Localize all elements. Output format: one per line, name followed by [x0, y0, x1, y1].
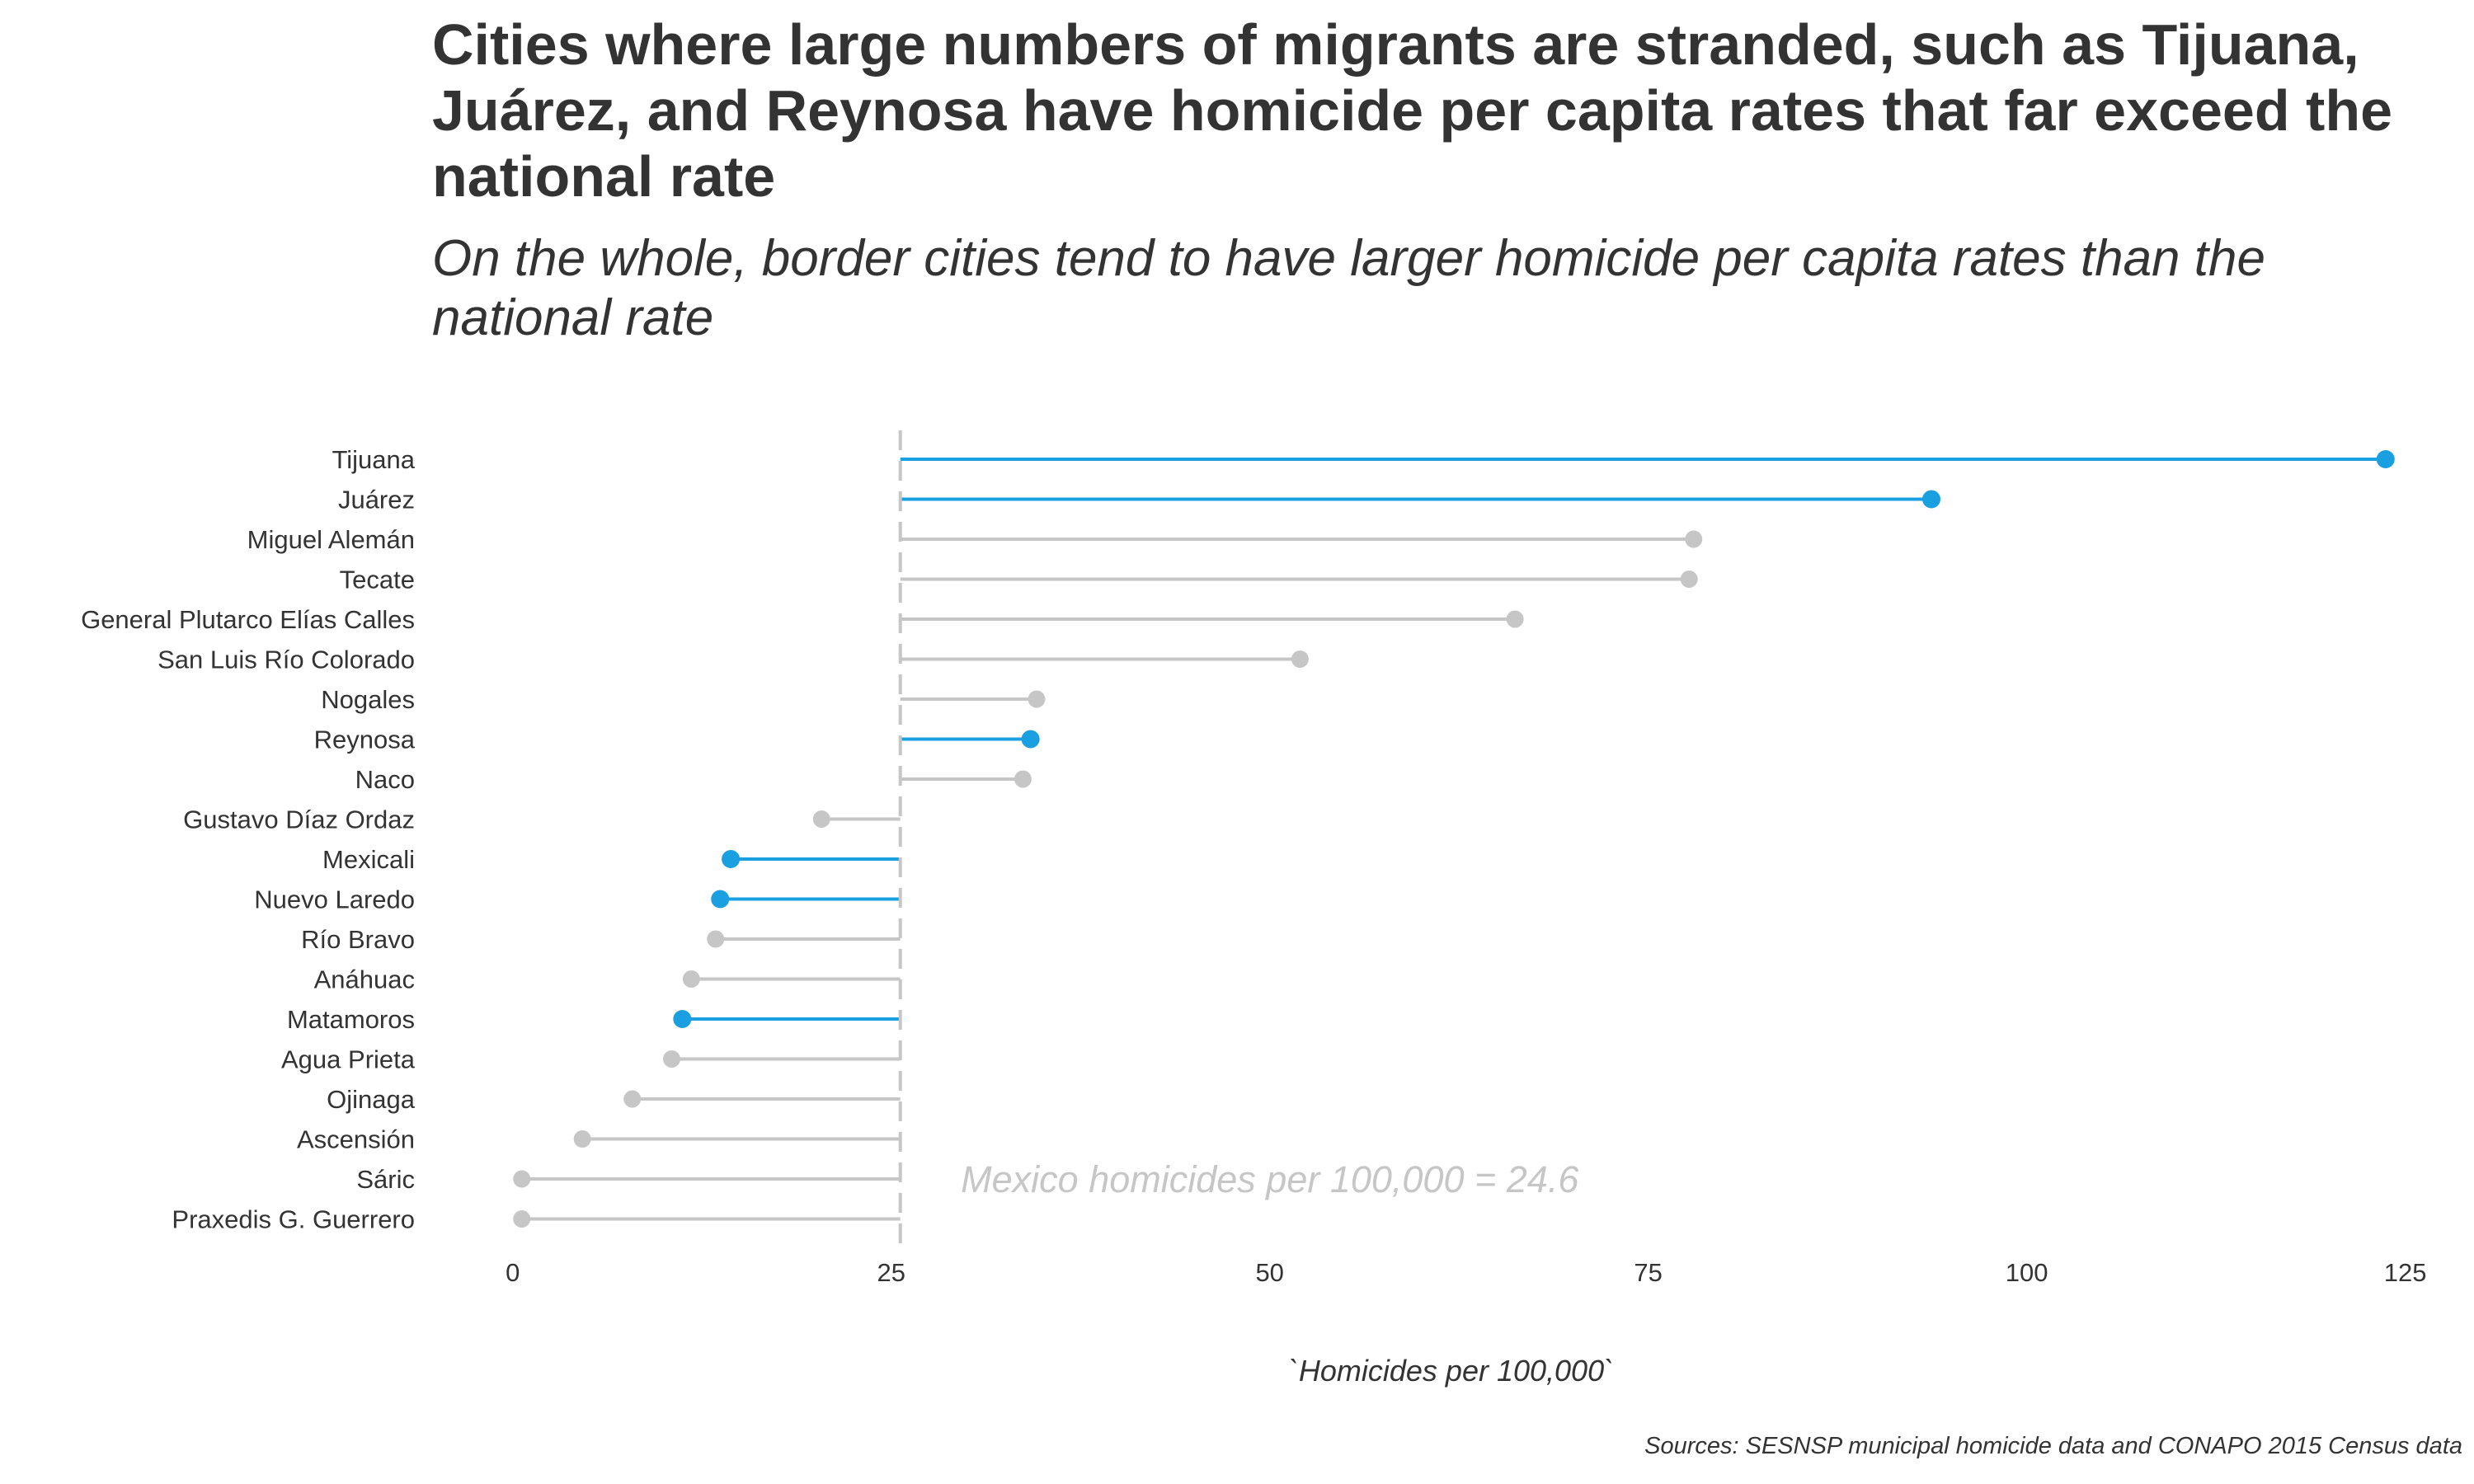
city-label: Matamoros	[287, 1005, 415, 1034]
city-label: Miguel Alemán	[247, 525, 415, 554]
x-tick-label: 125	[2384, 1258, 2427, 1287]
x-axis-ticks: 0 25 50 75 100 125	[506, 1258, 2426, 1287]
city-label: Nuevo Laredo	[254, 885, 415, 914]
data-point	[707, 930, 725, 948]
data-point	[812, 810, 830, 828]
city-label: Juárez	[338, 486, 415, 514]
data-point	[682, 970, 700, 988]
city-label: Río Bravo	[301, 925, 415, 954]
city-label: Reynosa	[314, 726, 416, 754]
city-label: Anáhuac	[314, 965, 415, 994]
y-axis-labels: Tijuana Juárez Miguel Alemán Tecate General …	[81, 445, 416, 1234]
city-label: Tecate	[340, 566, 415, 594]
data-point	[513, 1210, 531, 1228]
data-point	[1021, 730, 1040, 749]
x-axis-label: `Homicides per 100,000`	[1289, 1354, 1614, 1388]
data-point	[2376, 450, 2395, 468]
data-point	[573, 1130, 591, 1148]
city-label: Sáric	[356, 1165, 415, 1194]
data-point	[673, 1010, 692, 1028]
x-tick-label: 50	[1255, 1258, 1283, 1287]
source-caption: Sources: SESNSP municipal homicide data …	[1644, 1433, 2462, 1459]
city-label: San Luis Río Colorado	[158, 646, 415, 674]
chart-title: Cities where large numbers of migrants a…	[432, 12, 2393, 209]
data-point	[1506, 610, 1524, 628]
data-point	[662, 1050, 680, 1068]
dot-group	[513, 450, 2395, 1228]
city-label: Praxedis G. Guerrero	[172, 1205, 415, 1234]
data-point	[722, 850, 741, 868]
city-label: Naco	[355, 765, 415, 794]
city-label: Agua Prieta	[281, 1045, 416, 1074]
city-label: Ojinaga	[327, 1085, 416, 1114]
x-tick-label: 25	[877, 1258, 905, 1287]
data-point	[1680, 571, 1698, 588]
x-tick-label: 100	[2006, 1258, 2048, 1287]
x-tick-label: 75	[1634, 1258, 1662, 1287]
data-point	[1291, 650, 1309, 668]
city-label: General Plutarco Elías Calles	[81, 605, 415, 634]
data-point	[1014, 770, 1032, 788]
x-tick-label: 0	[506, 1258, 520, 1287]
city-label: Nogales	[321, 685, 415, 714]
chart-subtitle: On the whole, border cities tend to have…	[432, 230, 2265, 346]
data-point	[1028, 690, 1046, 708]
city-label: Ascensión	[297, 1125, 415, 1154]
reference-annotation: Mexico homicides per 100,000 = 24.6	[961, 1158, 1579, 1200]
data-point	[623, 1090, 642, 1108]
stem-group	[521, 458, 2386, 1221]
data-point	[1685, 530, 1703, 548]
data-point	[711, 890, 730, 909]
data-point	[1921, 490, 1940, 509]
data-point	[513, 1170, 531, 1188]
city-label: Gustavo Díaz Ordaz	[183, 805, 415, 834]
city-label: Tijuana	[332, 445, 415, 474]
city-label: Mexicali	[322, 845, 415, 874]
